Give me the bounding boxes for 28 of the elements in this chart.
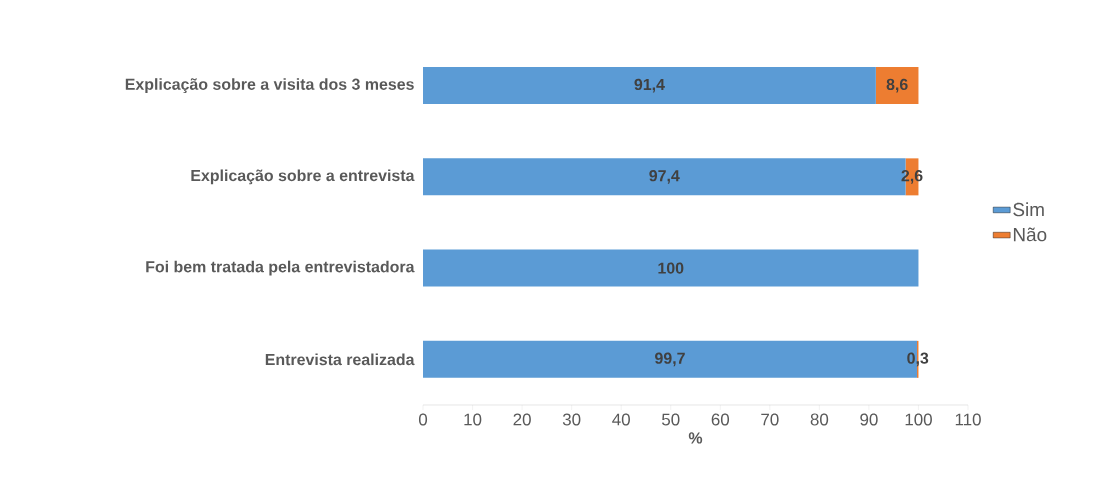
x-axis-title: %: [688, 432, 703, 444]
data-label: 8,6: [886, 78, 908, 93]
x-tick-label: 100: [905, 413, 932, 426]
y-tick-label: Entrevista realizada: [265, 353, 415, 366]
bar: [423, 67, 876, 105]
x-tick-label: 60: [711, 413, 730, 426]
x-tick-label: 70: [761, 413, 779, 426]
x-tick-label: 30: [562, 413, 581, 426]
y-tick-label: Explicação sobre a entrevista: [191, 169, 415, 185]
x-tick-label: 10: [464, 413, 482, 426]
x-tick-label: 40: [612, 413, 630, 426]
y-tick-label: Foi bem tratada pela entrevistadora: [146, 260, 415, 276]
x-tick-label: 90: [860, 413, 878, 426]
x-tick-label: 20: [513, 413, 531, 426]
data-label: 99,7: [655, 352, 685, 367]
x-tick-label: 50: [661, 413, 680, 426]
x-tick-label: 80: [810, 413, 829, 426]
bar: [875, 67, 919, 105]
data-label: 100: [658, 262, 684, 274]
bar: [423, 249, 919, 287]
data-label: 97,4: [649, 170, 680, 184]
data-label: 91,4: [634, 78, 665, 93]
y-tick-label: Explicação sobre a visita dos 3 meses: [125, 78, 414, 94]
x-tick-label: 110: [955, 413, 981, 426]
data-label: 0,3: [907, 352, 929, 367]
legend-label: Não: [1013, 227, 1047, 242]
legend-label: Sim: [1013, 202, 1044, 217]
x-tick-label: 0: [418, 413, 428, 426]
